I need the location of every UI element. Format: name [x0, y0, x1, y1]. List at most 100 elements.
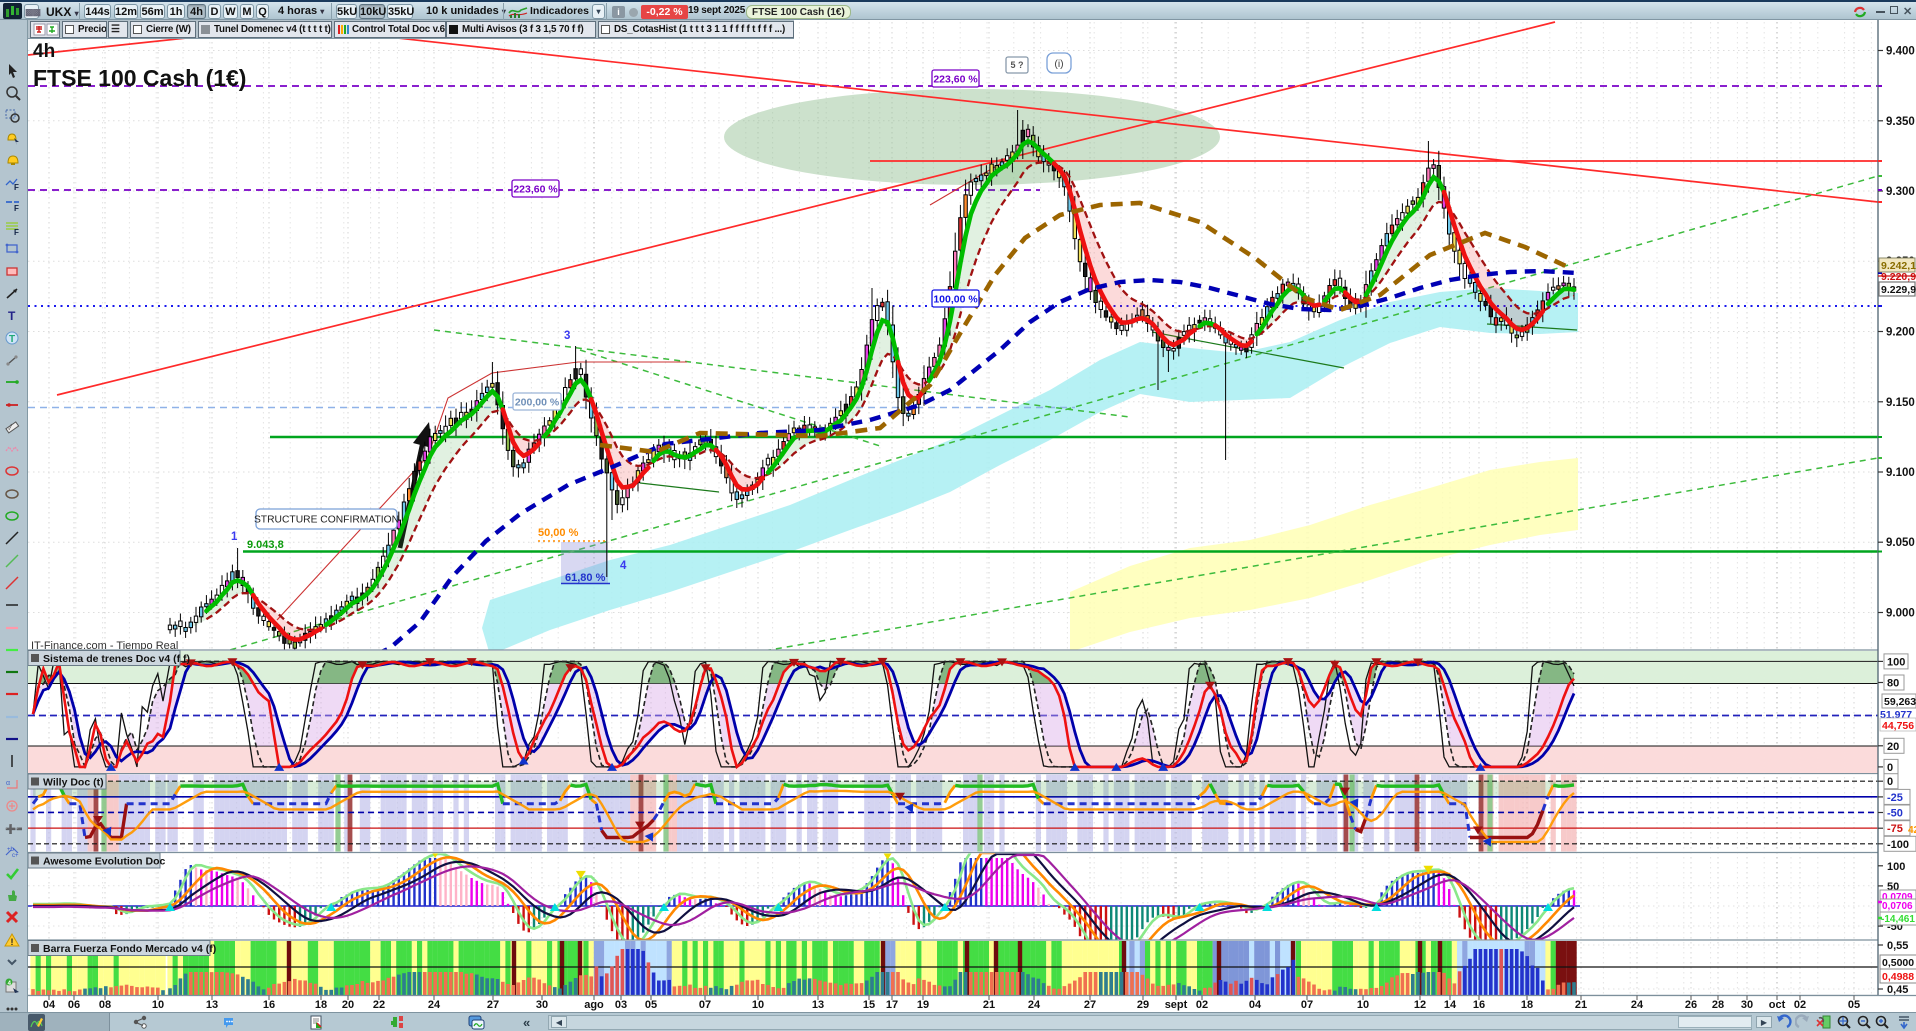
svg-text:100: 100 — [1887, 656, 1905, 668]
svg-text:24: 24 — [428, 999, 441, 1011]
svg-text:30: 30 — [1741, 999, 1753, 1011]
svg-text:14: 14 — [1444, 999, 1457, 1011]
svg-text:10: 10 — [1357, 999, 1369, 1011]
svg-text:03: 03 — [615, 999, 627, 1011]
svg-text:223,60 %: 223,60 % — [513, 183, 558, 195]
svg-text:1: 1 — [231, 531, 238, 543]
svg-text:FTSE 100 Cash (1€): FTSE 100 Cash (1€) — [33, 65, 246, 91]
svg-text:F: F — [14, 228, 19, 236]
svg-text:18: 18 — [1521, 999, 1533, 1011]
svg-text:F: F — [14, 183, 19, 192]
svg-text:4: 4 — [620, 560, 627, 572]
svg-text:α: α — [6, 780, 10, 787]
svg-text:21: 21 — [1575, 999, 1587, 1011]
svg-text:61,80 %: 61,80 % — [565, 572, 606, 584]
svg-text:10: 10 — [152, 999, 164, 1011]
svg-text:18: 18 — [315, 999, 327, 1011]
svg-text:T: T — [9, 334, 15, 345]
svg-text:9.242,1: 9.242,1 — [1881, 260, 1916, 272]
svg-text:05: 05 — [645, 999, 657, 1011]
svg-text:(i): (i) — [1054, 58, 1063, 70]
svg-text:-50: -50 — [1887, 808, 1903, 820]
svg-text:80: 80 — [1887, 678, 1899, 690]
svg-text:04: 04 — [1249, 999, 1262, 1011]
svg-text:T: T — [8, 309, 16, 323]
svg-text:16: 16 — [263, 999, 275, 1011]
svg-text:426: 426 — [1908, 825, 1916, 836]
svg-text:02: 02 — [1794, 999, 1806, 1011]
svg-text:04: 04 — [43, 999, 56, 1011]
svg-text:13: 13 — [812, 999, 824, 1011]
svg-text:9.100: 9.100 — [1886, 467, 1915, 479]
svg-text:24: 24 — [1631, 999, 1644, 1011]
svg-text:-14,461: -14,461 — [1881, 914, 1915, 925]
svg-text:06: 06 — [68, 999, 80, 1011]
svg-text:100,00 %: 100,00 % — [933, 293, 978, 305]
svg-text:16: 16 — [1473, 999, 1485, 1011]
svg-text:27: 27 — [487, 999, 499, 1011]
svg-text:26: 26 — [1685, 999, 1697, 1011]
svg-text:5 ?: 5 ? — [1010, 60, 1023, 70]
svg-text:0,45: 0,45 — [1887, 984, 1908, 996]
svg-text:28: 28 — [1712, 999, 1724, 1011]
svg-text:22: 22 — [373, 999, 385, 1011]
svg-text:19: 19 — [917, 999, 929, 1011]
svg-text:9.400: 9.400 — [1886, 46, 1915, 58]
svg-text:4h: 4h — [33, 41, 55, 62]
svg-text:9.200: 9.200 — [1886, 327, 1915, 339]
svg-text:sept: sept — [1165, 999, 1188, 1011]
svg-text:Willy Doc (t): Willy Doc (t) — [43, 777, 104, 789]
svg-text:F: F — [14, 204, 19, 213]
svg-text:05: 05 — [1848, 999, 1860, 1011]
svg-text:0: 0 — [1887, 776, 1893, 788]
svg-text:10: 10 — [752, 999, 764, 1011]
svg-text:20: 20 — [1887, 741, 1899, 753]
svg-text:+b: +b — [7, 847, 15, 853]
svg-text:0: 0 — [1887, 762, 1893, 774]
svg-text:9.000: 9.000 — [1886, 608, 1915, 620]
svg-text:0,55: 0,55 — [1887, 940, 1908, 952]
svg-text:44,756: 44,756 — [1882, 720, 1914, 732]
svg-text:08: 08 — [99, 999, 111, 1011]
svg-text:200,00 %: 200,00 % — [515, 396, 560, 408]
svg-text:➕➖: ➕➖ — [5, 823, 22, 834]
svg-text:30: 30 — [536, 999, 548, 1011]
svg-text:!: ! — [11, 937, 14, 947]
svg-text:50,00 %: 50,00 % — [538, 527, 579, 539]
svg-text:9.229,9: 9.229,9 — [1881, 284, 1916, 296]
svg-text:9.050: 9.050 — [1886, 537, 1915, 549]
svg-text:c+: c+ — [12, 853, 19, 859]
svg-text:9.300: 9.300 — [1886, 186, 1915, 198]
svg-text:0,0706: 0,0706 — [1882, 901, 1913, 912]
svg-text:07: 07 — [699, 999, 711, 1011]
svg-text:13: 13 — [206, 999, 218, 1011]
svg-text:20: 20 — [342, 999, 354, 1011]
svg-text:100: 100 — [1887, 861, 1905, 873]
svg-text:223,60 %: 223,60 % — [933, 73, 978, 85]
svg-text:IT-Finance.com - Tiempo Real: IT-Finance.com - Tiempo Real — [31, 640, 178, 652]
svg-text:9.220,9: 9.220,9 — [1881, 271, 1916, 283]
svg-text:-75: -75 — [1887, 823, 1903, 835]
svg-text:4: 4 — [8, 981, 12, 987]
svg-text:21: 21 — [983, 999, 995, 1011]
svg-text:02: 02 — [1196, 999, 1208, 1011]
svg-text:24: 24 — [1028, 999, 1041, 1011]
svg-text:0,4988: 0,4988 — [1882, 971, 1914, 983]
svg-text:17: 17 — [886, 999, 898, 1011]
svg-text:27: 27 — [1084, 999, 1096, 1011]
svg-text:ago: ago — [584, 999, 604, 1011]
svg-text:9.350: 9.350 — [1886, 116, 1915, 128]
svg-text:STRUCTURE CONFIRMATION: STRUCTURE CONFIRMATION — [254, 515, 399, 526]
svg-text:Barra Fuerza Fondo Mercado v4: Barra Fuerza Fondo Mercado v4 (f) — [43, 943, 216, 955]
svg-text:9.043,8: 9.043,8 — [247, 539, 284, 551]
svg-text:0,0709: 0,0709 — [1882, 892, 1913, 903]
svg-text:29: 29 — [1137, 999, 1149, 1011]
svg-text:-100: -100 — [1887, 839, 1909, 851]
svg-text:12: 12 — [1414, 999, 1426, 1011]
svg-text:Awesome Evolution Doc: Awesome Evolution Doc — [43, 856, 165, 868]
svg-text:3: 3 — [564, 330, 570, 342]
svg-text:59,263: 59,263 — [1884, 696, 1916, 708]
svg-text:-25: -25 — [1887, 792, 1903, 804]
svg-text:9.150: 9.150 — [1886, 397, 1915, 409]
svg-text:Sistema de trenes Doc v4 (f f): Sistema de trenes Doc v4 (f f) — [43, 653, 190, 665]
